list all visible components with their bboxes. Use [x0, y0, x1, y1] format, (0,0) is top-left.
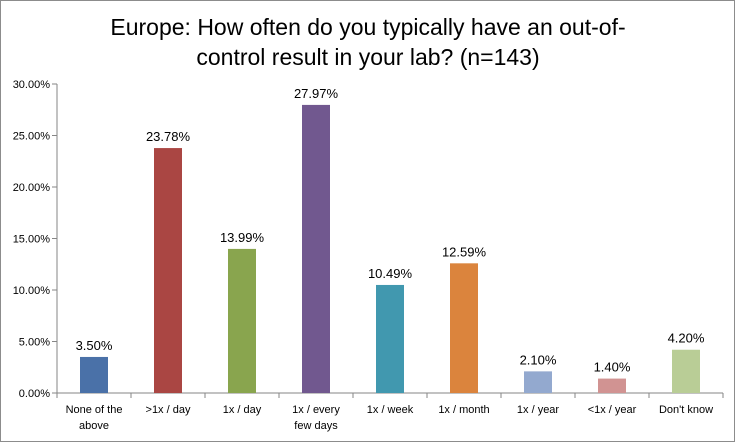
- bar: [376, 284, 404, 393]
- x-category-label: 1x / year: [517, 404, 560, 416]
- y-tick-label: 30.00%: [13, 79, 51, 91]
- x-category-label: <1x / year: [588, 404, 637, 416]
- bar-value-label: 2.10%: [520, 352, 557, 367]
- chart-title-line-2: control result in your lab? (n=143): [196, 44, 539, 70]
- bars: [80, 104, 700, 393]
- bar: [524, 371, 552, 393]
- y-tick-label: 0.00%: [19, 388, 50, 400]
- bar-value-label: 3.50%: [76, 338, 113, 353]
- bar: [154, 148, 182, 393]
- bar-value-label: 13.99%: [220, 230, 265, 245]
- x-category-label: 1x / week: [367, 404, 414, 416]
- chart-title: Europe: How often do you typically have …: [110, 14, 625, 70]
- x-category-label: Don't know: [659, 404, 713, 416]
- chart-title-line-1: Europe: How often do you typically have …: [110, 14, 625, 40]
- axes: 0.00% 5.00% 10.00% 15.00% 20.00% 25.00% 30.00%: [13, 79, 724, 400]
- x-category-label: None of the: [66, 404, 123, 416]
- x-category-label: 1x / day: [223, 404, 262, 416]
- y-tick-label: 5.00%: [19, 337, 50, 349]
- bar: [598, 378, 626, 393]
- x-category-label: >1x / day: [146, 404, 191, 416]
- bar-value-label: 12.59%: [442, 244, 487, 259]
- bar: [228, 248, 256, 393]
- x-category-label: above: [79, 420, 109, 432]
- bar: [450, 263, 478, 393]
- bar-value-label: 1.40%: [594, 360, 631, 375]
- y-tick-label: 10.00%: [13, 285, 51, 297]
- bar-value-label: 4.20%: [668, 331, 705, 346]
- labels: 3.50% None of the above 23.78% >1x / day 13.9…: [66, 86, 714, 432]
- y-tick-label: 25.00%: [13, 131, 51, 143]
- y-tick-label: 20.00%: [13, 182, 51, 194]
- x-category-label: few days: [294, 420, 338, 432]
- bar: [302, 104, 330, 393]
- x-category-label: 1x / month: [438, 404, 489, 416]
- bar-value-label: 27.97%: [294, 86, 339, 101]
- bar-value-label: 10.49%: [368, 266, 413, 281]
- x-category-label: 1x / every: [292, 404, 340, 416]
- bar: [672, 349, 700, 393]
- bar: [80, 356, 108, 393]
- bar-value-label: 23.78%: [146, 129, 191, 144]
- y-tick-label: 15.00%: [13, 234, 51, 246]
